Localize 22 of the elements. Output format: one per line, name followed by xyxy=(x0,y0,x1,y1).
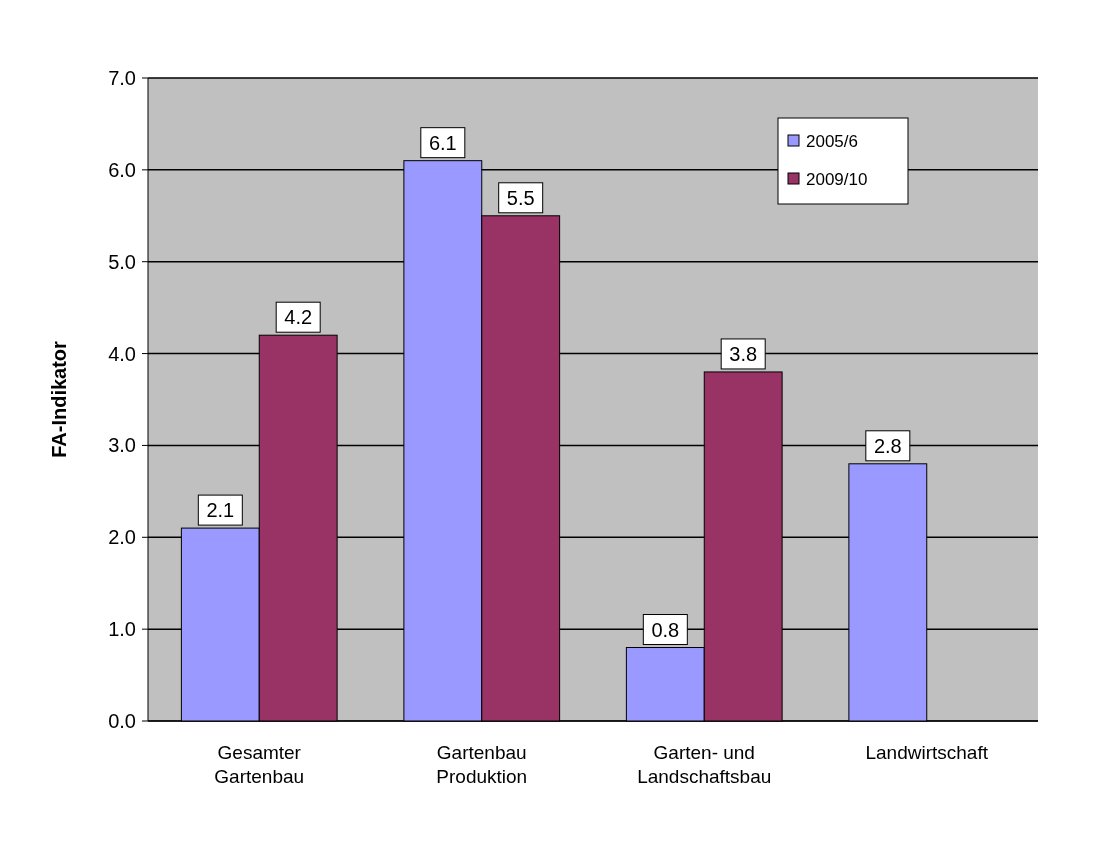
x-tick-label: Gartenbau Produktion xyxy=(436,742,528,787)
data-label: 2.8 xyxy=(873,434,902,457)
y-tick-label: 1.0 xyxy=(108,618,136,641)
legend-label: 2005/6 xyxy=(806,132,858,151)
data-label: 6.1 xyxy=(428,131,457,154)
y-tick-label: 7.0 xyxy=(108,67,136,89)
data-label: 0.8 xyxy=(651,618,680,641)
y-tick-label: 2.0 xyxy=(108,526,136,549)
x-tick-label: Gesamter Gartenbau xyxy=(214,742,305,787)
y-axis-title: FA-Indikator xyxy=(48,340,70,458)
data-label: 4.2 xyxy=(284,306,313,329)
y-tick-label: 4.0 xyxy=(108,342,136,365)
y-tick-label: 0.0 xyxy=(108,710,136,732)
y-tick-label: 5.0 xyxy=(108,250,136,273)
data-label: 5.5 xyxy=(506,186,535,209)
y-tick-label: 3.0 xyxy=(108,434,136,457)
x-tick-label: Garten- und Landschaftsbau xyxy=(637,742,772,787)
data-label: 3.8 xyxy=(729,342,758,365)
data-label: 2.1 xyxy=(206,499,235,522)
y-tick-label: 6.0 xyxy=(108,158,136,181)
x-tick-label: Landwirtschaft xyxy=(865,742,989,763)
legend-label: 2009/10 xyxy=(806,170,868,189)
